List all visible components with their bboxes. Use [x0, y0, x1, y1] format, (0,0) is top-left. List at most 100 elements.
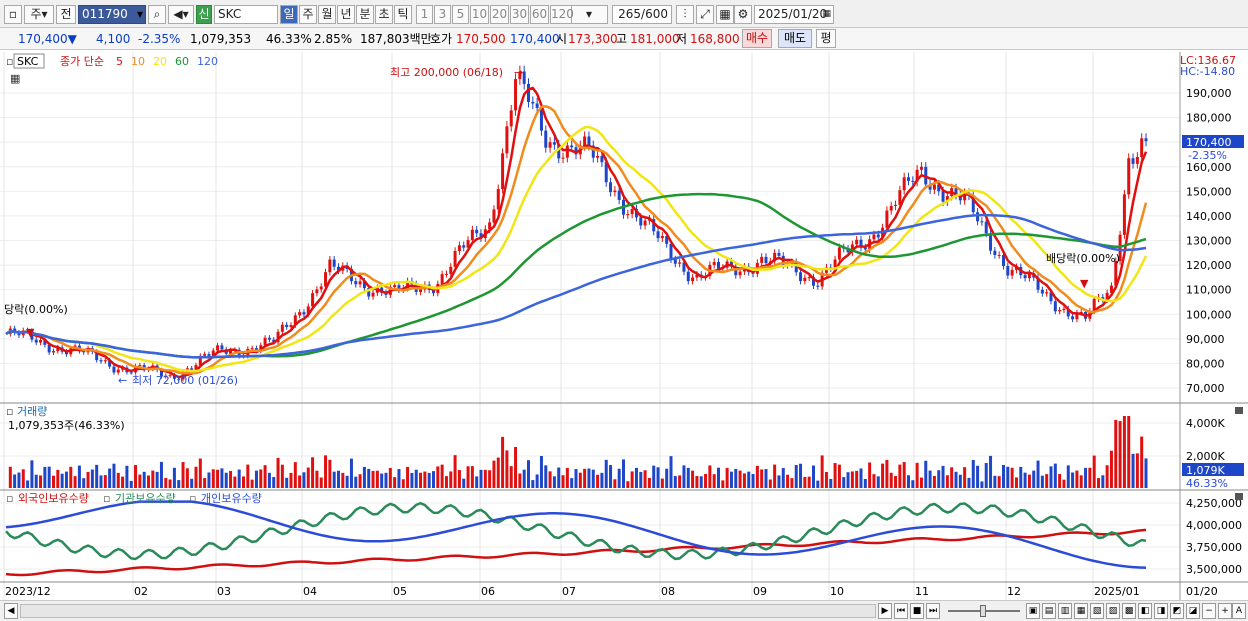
forward-icon[interactable]: ⏭ — [926, 603, 940, 619]
dividend-right-label: 배당락(0.00%) — [1046, 252, 1120, 265]
buy-button[interactable]: 매수 — [742, 29, 772, 48]
candle-body — [337, 266, 340, 271]
x-right-label: 01/20 — [1186, 585, 1218, 598]
candle-body — [254, 348, 258, 351]
tool-icon-9[interactable]: ◨ — [1154, 603, 1168, 619]
minute-button-60[interactable]: 60 — [530, 5, 549, 24]
volume-bar — [280, 464, 284, 488]
period-button-1[interactable]: 주 — [299, 5, 317, 24]
candle-body — [1118, 234, 1122, 262]
volume-bar — [211, 469, 215, 488]
candle-body — [470, 229, 474, 241]
zoom-in-icon[interactable]: + — [1218, 603, 1232, 619]
stock-name-field[interactable]: SKC — [214, 5, 278, 24]
minute-button-5[interactable]: 5 — [452, 5, 469, 24]
scroll-right-icon[interactable]: ▶ — [878, 603, 892, 619]
zoom-slider-thumb[interactable] — [980, 605, 986, 617]
new-button[interactable]: 신 — [196, 5, 212, 24]
minute-button-1[interactable]: 1 — [416, 5, 433, 24]
count-field[interactable]: 265/600 — [612, 5, 672, 24]
minute-button-120[interactable]: 120 — [550, 5, 574, 24]
table-icon[interactable]: ▦ — [10, 72, 20, 85]
stop-icon[interactable]: ■ — [910, 603, 924, 619]
date-field[interactable]: 2025/01/20 ▦ — [754, 5, 834, 24]
volume-bar — [254, 470, 258, 488]
candle-body — [548, 142, 552, 148]
count-max: /600 — [641, 7, 668, 21]
volume-bar — [932, 476, 936, 488]
zoom-out-icon[interactable]: − — [1202, 603, 1216, 619]
period-mode-select[interactable]: 주▾ — [24, 5, 54, 24]
minute-button-10[interactable]: 10 — [470, 5, 489, 24]
volume-bar — [142, 471, 146, 488]
volume-close-icon[interactable] — [1235, 407, 1243, 414]
volume-bar — [1071, 472, 1075, 488]
candle-body — [812, 277, 815, 286]
holdings-close-icon[interactable] — [1235, 493, 1243, 500]
candle-body — [311, 293, 315, 307]
candle-body — [95, 351, 99, 361]
sell-button[interactable]: 매도 — [778, 29, 812, 48]
search-icon[interactable]: ⌕ — [148, 5, 166, 24]
tool-icon-10[interactable]: ◩ — [1170, 603, 1184, 619]
minute-button-20[interactable]: 20 — [490, 5, 509, 24]
volume-bar — [609, 465, 613, 488]
candle-body — [324, 272, 328, 287]
tool-icon-5[interactable]: ▧ — [1090, 603, 1104, 619]
high-price: 181,000 — [630, 32, 680, 46]
tool-icon-6[interactable]: ▨ — [1106, 603, 1120, 619]
scroll-track[interactable] — [20, 604, 876, 618]
price-tick-label: 190,000 — [1186, 87, 1232, 100]
ma-legend-5: 5 — [116, 55, 123, 68]
chart-area[interactable]: 190,000180,000170,000160,000150,000140,0… — [0, 52, 1248, 600]
volume-bar — [8, 466, 12, 488]
gear-icon[interactable]: ⚙ — [734, 5, 752, 24]
tool-icon-4[interactable]: ▦ — [1074, 603, 1088, 619]
candle-body — [444, 273, 448, 275]
chart-settings-icon[interactable]: ▦ — [716, 5, 734, 24]
volume-bar — [1101, 475, 1105, 488]
low-annotation: 최저 72,000 (01/26) — [132, 374, 238, 387]
volume-bar — [246, 464, 250, 488]
tool-icon-2[interactable]: ▤ — [1042, 603, 1056, 619]
candle-body — [52, 351, 55, 353]
rewind-icon[interactable]: ⏮ — [894, 603, 908, 619]
period-button-4[interactable]: 분 — [356, 5, 374, 24]
scroll-left-icon[interactable]: ◀ — [4, 603, 18, 619]
speaker-icon[interactable]: ◀▾ — [168, 5, 194, 24]
stock-code-input[interactable]: 011790 ▾ — [78, 5, 146, 24]
volume-bar — [907, 475, 910, 488]
candle-body — [280, 324, 284, 332]
period-button-6[interactable]: 틱 — [394, 5, 412, 24]
volume-bar — [583, 468, 587, 488]
ma-legend-120: 120 — [197, 55, 218, 68]
font-size-icon[interactable]: A — [1232, 603, 1246, 619]
candle-body — [220, 345, 224, 350]
period-button-0[interactable]: 일 — [280, 5, 298, 24]
tool-icon-8[interactable]: ◧ — [1138, 603, 1152, 619]
tool-icon-3[interactable]: ▥ — [1058, 603, 1072, 619]
period-button-3[interactable]: 년 — [337, 5, 355, 24]
candle-body — [1092, 298, 1096, 312]
candle-body — [971, 195, 975, 213]
period-button-2[interactable]: 월 — [318, 5, 336, 24]
minute-custom-select[interactable]: ▾ — [570, 5, 608, 24]
tool-icon-1[interactable]: ▣ — [1026, 603, 1040, 619]
period-button-5[interactable]: 초 — [375, 5, 393, 24]
minute-button-3[interactable]: 3 — [434, 5, 451, 24]
menu-icon[interactable]: ▫ — [6, 55, 13, 68]
compare-icon[interactable]: ⤢ — [696, 5, 714, 24]
volume-bar — [39, 475, 43, 488]
tool-icon-11[interactable]: ◪ — [1186, 603, 1200, 619]
eval-button[interactable]: 평 — [816, 29, 836, 48]
minute-button-30[interactable]: 30 — [510, 5, 529, 24]
volume-menu-icon[interactable]: ▫ — [6, 405, 13, 418]
current-price-tag-text: 170,400 — [1186, 136, 1232, 149]
calendar-icon[interactable]: ▦ — [822, 9, 831, 19]
tool-icon-7[interactable]: ▩ — [1122, 603, 1136, 619]
window-icon[interactable]: ▫ — [4, 5, 22, 24]
chart-type-icon[interactable]: ⫶ — [676, 5, 694, 24]
prev-button[interactable]: 전 — [56, 5, 76, 24]
volume-value: 1,079,353주(46.33%) — [8, 419, 125, 432]
volume-bar — [686, 467, 690, 488]
